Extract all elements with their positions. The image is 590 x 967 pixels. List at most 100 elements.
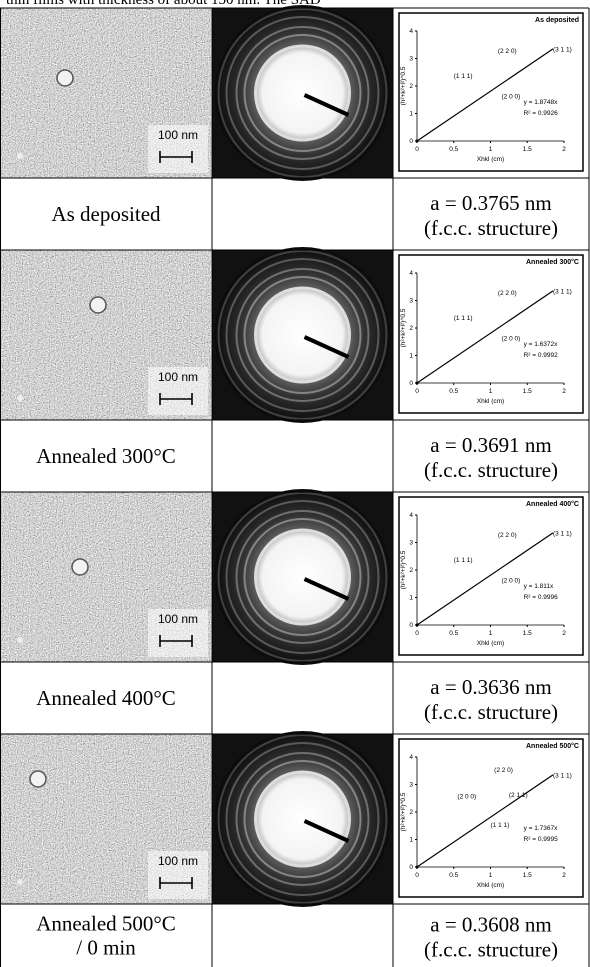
y-tick-label: 3 (409, 298, 413, 305)
x-tick-label: 2 (562, 630, 566, 637)
diffraction-ring (217, 492, 388, 662)
row-label: As deposited (51, 202, 161, 226)
x-tick-label: 0.5 (449, 872, 458, 879)
origin-point (415, 865, 419, 869)
particle (17, 637, 23, 643)
y-tick-label: 1 (409, 837, 413, 844)
lattice-parameter: a = 0.3691 nm (430, 433, 552, 457)
fit-line (416, 48, 554, 142)
diffraction-ring (243, 760, 362, 878)
plot-frame (398, 738, 584, 898)
scale-bar-bg (148, 609, 208, 657)
caption-fragment: thin films with thickness of about 150 n… (6, 0, 321, 8)
peak-label: (3 1 1) (553, 531, 572, 538)
particle (56, 69, 74, 87)
peak-label: (2 0 0) (502, 335, 521, 342)
row-label: / 0 min (76, 936, 136, 960)
y-axis-label: (h²+k²+l²)^0.5 (400, 550, 407, 589)
row-label: Annealed 300°C (36, 444, 176, 468)
structure: (f.c.c. structure) (424, 216, 558, 240)
diffraction-ring (225, 742, 380, 896)
y-tick-label: 0 (409, 622, 413, 629)
lattice-parameter: a = 0.3765 nm (430, 191, 552, 215)
peak-label: (2 0 0) (502, 93, 521, 100)
plot-title: Annealed 400°C (526, 500, 579, 508)
fit-r2: R² = 0.9926 (524, 110, 559, 117)
x-tick-label: 1 (489, 388, 493, 395)
scale-bar (159, 877, 193, 889)
peak-label: (1 1 1) (454, 557, 473, 564)
x-tick-label: 0 (415, 146, 419, 153)
fit-line (416, 774, 554, 868)
scale-bar-bg (148, 367, 208, 415)
saed-disk (254, 528, 351, 626)
y-tick-label: 2 (409, 809, 413, 816)
diffraction-ring (235, 752, 370, 886)
x-tick-label: 0 (415, 388, 419, 395)
fit-equation: y = 1.6372x (524, 341, 559, 348)
structure: (f.c.c. structure) (424, 458, 558, 482)
diffraction-ring (243, 34, 362, 152)
plot-frame (398, 254, 584, 414)
fit-equation: y = 1.7367x (524, 825, 559, 832)
x-tick-label: 1 (489, 146, 493, 153)
structure: (f.c.c. structure) (424, 700, 558, 724)
x-axis-label: Xhkl (cm) (477, 398, 504, 405)
plot-title: As deposited (535, 17, 579, 24)
diffraction-ring (225, 500, 380, 654)
particle (17, 153, 23, 159)
y-tick-label: 3 (409, 56, 413, 63)
peak-label: (3 1 1) (553, 773, 572, 780)
origin-point (415, 381, 419, 385)
x-tick-label: 0 (415, 872, 419, 879)
diffraction-ring (217, 8, 388, 178)
origin-point (415, 623, 419, 627)
peak-label: (1 1 1) (454, 73, 473, 80)
x-tick-label: 1.5 (523, 146, 532, 153)
peak-label: (2 0 0) (502, 577, 521, 584)
beam-stop (303, 819, 350, 843)
peak-label: (2 2 0) (498, 48, 517, 55)
peak-label: (2 1 1) (509, 792, 528, 799)
diffraction-ring (243, 276, 362, 394)
y-tick-label: 1 (409, 595, 413, 602)
y-tick-label: 4 (409, 28, 413, 35)
x-tick-label: 1.5 (523, 872, 532, 879)
diffraction-ring (217, 250, 388, 420)
row-label: Annealed 500°C (36, 912, 176, 936)
scale-bar-label: 100 nm (158, 128, 198, 142)
lattice-parameter: a = 0.3636 nm (430, 675, 552, 699)
y-tick-label: 4 (409, 270, 413, 277)
peak-label: (1 1 1) (491, 822, 510, 829)
particle (17, 879, 23, 885)
y-tick-label: 1 (409, 353, 413, 360)
scale-bar (159, 635, 193, 647)
saed-disk (254, 286, 351, 384)
y-tick-label: 0 (409, 864, 413, 871)
scale-bar-label: 100 nm (158, 854, 198, 868)
y-tick-label: 0 (409, 380, 413, 387)
diffraction-ring (217, 734, 388, 904)
fit-equation: y = 1.811x (524, 583, 554, 590)
y-tick-label: 1 (409, 111, 413, 118)
x-tick-label: 2 (562, 872, 566, 879)
particle (89, 296, 107, 314)
y-tick-label: 2 (409, 83, 413, 90)
origin-point (415, 139, 419, 143)
x-tick-label: 1.5 (523, 388, 532, 395)
plot-frame (398, 496, 584, 656)
y-tick-label: 3 (409, 782, 413, 789)
x-tick-label: 0.5 (449, 388, 458, 395)
fit-equation: y = 1.8748x (524, 99, 559, 106)
saed-disk (254, 44, 351, 142)
scale-bar (159, 393, 193, 405)
particle (71, 558, 89, 576)
diffraction-ring (243, 518, 362, 636)
y-tick-label: 4 (409, 754, 413, 761)
diffraction-ring (235, 26, 370, 160)
y-axis-label: (h²+k²+l²)^0.5 (400, 308, 407, 347)
scale-bar (159, 151, 193, 163)
y-tick-label: 0 (409, 138, 413, 145)
peak-label: (3 1 1) (553, 289, 572, 296)
